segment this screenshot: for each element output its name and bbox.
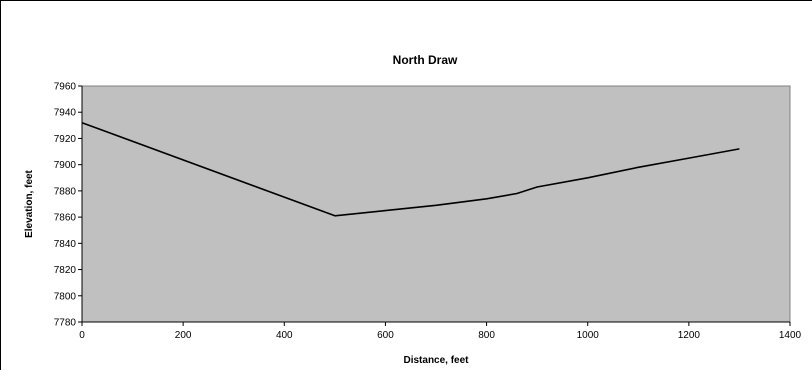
x-tick-label: 0	[79, 330, 85, 341]
chart-title: North Draw	[393, 53, 458, 67]
x-tick-label: 400	[276, 330, 293, 341]
x-tick-label: 1200	[678, 330, 701, 341]
series-layer	[81, 121, 740, 217]
y-tick-label: 7860	[54, 213, 77, 224]
y-tick-label: 7840	[54, 239, 77, 250]
x-tick-label: 1000	[577, 330, 600, 341]
x-tick-label: 600	[377, 330, 394, 341]
y-tick-label: 7940	[54, 108, 77, 119]
y-tick-label: 7900	[54, 160, 77, 171]
y-tick-label: 7780	[54, 318, 77, 329]
x-axis-title: Distance, feet	[403, 355, 469, 366]
x-tick-label: 200	[175, 330, 192, 341]
plot-area	[81, 85, 791, 323]
y-tick-label: 7800	[54, 291, 77, 302]
y-tick-label: 7880	[54, 186, 77, 197]
x-tick-label: 1400	[779, 330, 802, 341]
x-tick-label: 800	[478, 330, 495, 341]
x-axis: 0 200 400 600 800 1000 1200 1400	[79, 321, 802, 341]
y-axis-title: Elevation, feet	[24, 169, 35, 237]
y-tick-label: 7960	[54, 82, 77, 93]
y-tick-label: 7820	[54, 265, 77, 276]
y-axis: 7780 7800 7820 7840 7860 7880 7900 7920 7940 7960	[54, 82, 83, 329]
y-tick-label: 7920	[54, 134, 77, 145]
series-line	[81, 121, 740, 217]
